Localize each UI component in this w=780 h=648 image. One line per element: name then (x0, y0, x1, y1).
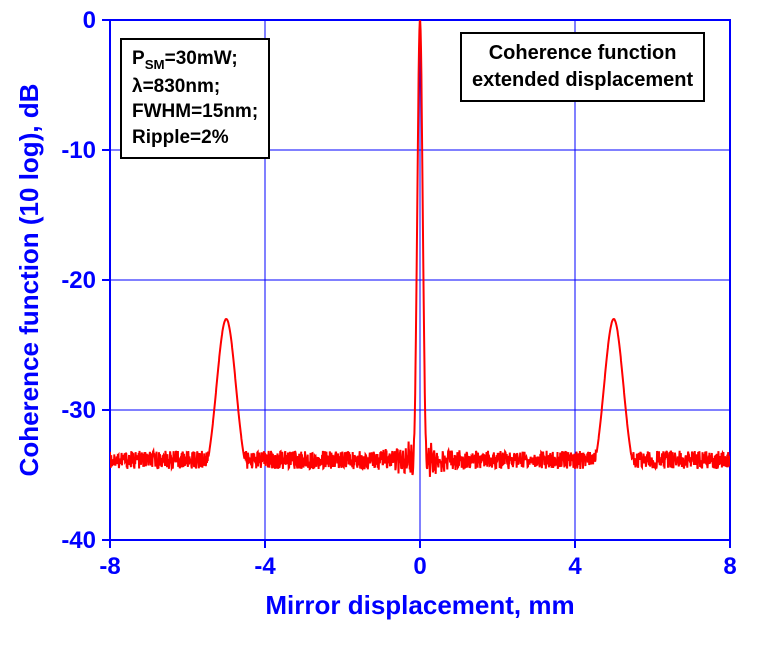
chart-title-box: Coherence functionextended displacement (460, 32, 705, 102)
y-axis-label: Coherence function (10 log), dB (14, 84, 44, 477)
x-axis-label: Mirror displacement, mm (265, 590, 574, 620)
y-tick-label: -40 (61, 527, 96, 554)
y-tick-label: -20 (61, 267, 96, 294)
y-tick-label: -10 (61, 137, 96, 164)
x-tick-label: -8 (99, 553, 120, 580)
x-tick-label: -4 (254, 553, 276, 580)
y-tick-label: 0 (83, 7, 96, 34)
x-tick-label: 4 (568, 553, 582, 580)
y-tick-label: -30 (61, 397, 96, 424)
x-tick-label: 8 (723, 553, 736, 580)
parameters-box: PSM=30mW;λ=830nm;FWHM=15nm;Ripple=2% (120, 38, 270, 159)
x-tick-label: 0 (413, 553, 426, 580)
chart-container: -8-4048-40-30-20-100Mirror displacement,… (0, 0, 780, 648)
